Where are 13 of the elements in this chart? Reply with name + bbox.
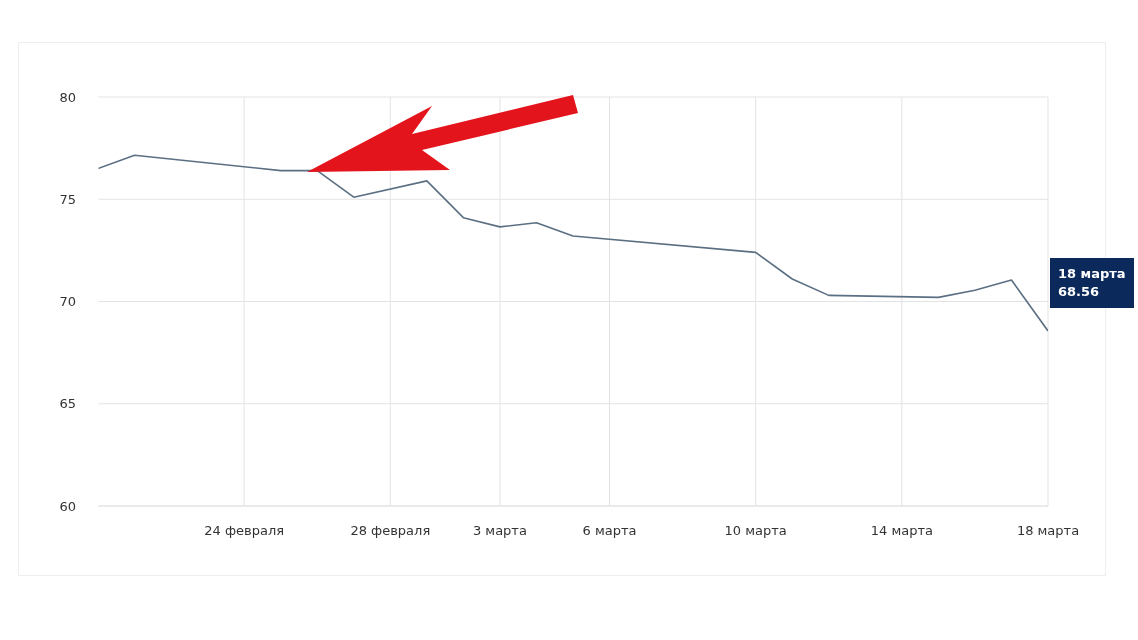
x-tick-label: 18 марта (1016, 523, 1080, 539)
y-tick-label: 70 (59, 294, 76, 310)
x-tick-label: 14 марта (870, 523, 933, 539)
x-tick-label: 3 марта (472, 523, 527, 539)
y-tick-label: 75 (59, 191, 76, 207)
y-tick-label: 60 (59, 498, 76, 514)
x-tick-label: 10 марта (724, 523, 787, 539)
y-tick-label: 80 (59, 89, 76, 105)
y-tick-label: 65 (59, 396, 76, 412)
x-tick-label: 6 марта (582, 523, 637, 539)
x-tick-label: 28 февраля (350, 523, 431, 539)
text: 18 марта 68.56 (1050, 258, 1134, 308)
x-tick-label: 24 февраля (204, 523, 285, 539)
